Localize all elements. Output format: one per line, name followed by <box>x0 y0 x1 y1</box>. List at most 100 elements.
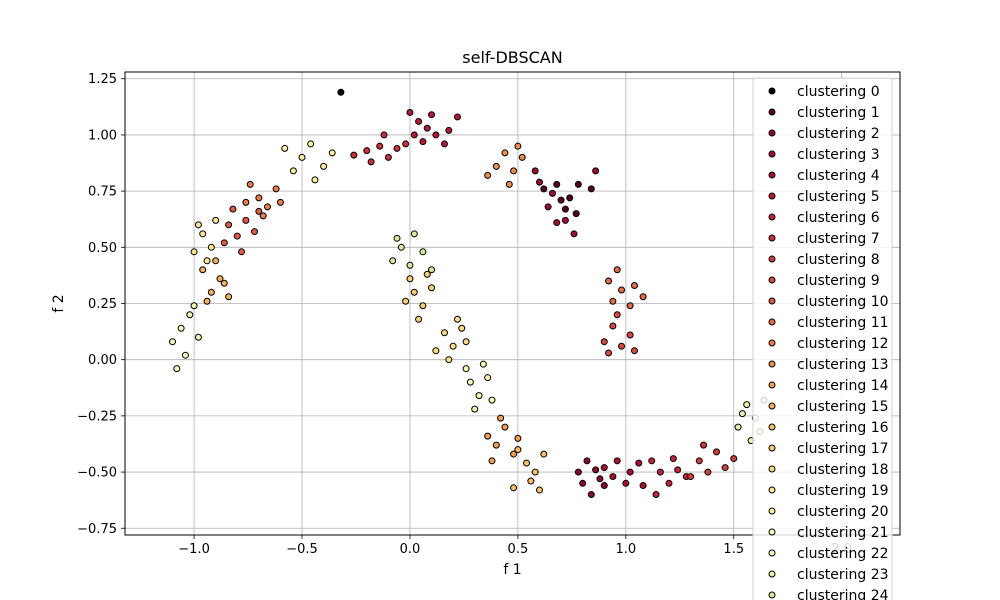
data-point <box>203 297 211 305</box>
data-point <box>406 108 414 116</box>
y-tick-label: 1.25 <box>88 72 117 87</box>
data-point <box>453 315 461 323</box>
data-point <box>199 266 207 274</box>
data-point <box>622 479 630 487</box>
legend-marker <box>768 192 776 200</box>
legend-marker <box>768 381 776 389</box>
data-point <box>600 338 608 346</box>
data-point <box>540 450 548 458</box>
data-point <box>255 207 263 215</box>
data-point <box>251 228 259 236</box>
data-point <box>510 450 518 458</box>
data-point <box>423 124 431 132</box>
data-point <box>220 279 228 287</box>
data-point <box>402 140 410 148</box>
legend-marker <box>768 402 776 410</box>
data-point <box>220 239 228 247</box>
data-point <box>639 482 647 490</box>
data-point <box>484 171 492 179</box>
data-point <box>609 473 617 481</box>
legend-box <box>752 77 893 600</box>
data-point <box>173 365 181 373</box>
data-point <box>579 479 587 487</box>
data-point <box>272 185 280 193</box>
x-tick-label: 1.5 <box>723 542 744 557</box>
data-point <box>225 293 233 301</box>
data-point <box>376 142 384 150</box>
data-point <box>177 324 185 332</box>
data-point <box>423 270 431 278</box>
data-point <box>276 198 284 206</box>
data-point <box>186 311 194 319</box>
data-point <box>190 302 198 310</box>
data-point <box>630 282 638 290</box>
data-point <box>626 302 634 310</box>
data-point <box>462 365 470 373</box>
legend-label: clustering 21 <box>797 525 889 541</box>
y-axis-label: f 2 <box>51 294 67 312</box>
data-point <box>466 378 474 386</box>
legend-label: clustering 22 <box>797 546 889 562</box>
data-point <box>669 455 677 463</box>
data-point <box>298 153 306 161</box>
data-point <box>523 459 531 467</box>
data-point <box>652 491 660 499</box>
data-point <box>572 210 580 218</box>
data-point <box>531 468 539 476</box>
data-point <box>570 230 578 238</box>
data-point <box>225 221 233 229</box>
data-point <box>406 275 414 283</box>
data-point <box>168 338 176 346</box>
data-point <box>574 468 582 476</box>
y-tick-label: 0.25 <box>88 297 117 312</box>
data-point <box>600 482 608 490</box>
data-point <box>544 203 552 211</box>
data-point <box>428 284 436 292</box>
legend-marker <box>768 360 776 368</box>
data-point <box>505 180 513 188</box>
legend-marker <box>768 465 776 473</box>
legend-marker <box>768 486 776 494</box>
data-point <box>410 131 418 139</box>
y-tick-label: 1.00 <box>88 128 117 143</box>
data-point <box>350 151 358 159</box>
legend-label: clustering 6 <box>797 210 880 226</box>
data-point <box>605 277 613 285</box>
data-point <box>600 464 608 472</box>
chart-title: self-DBSCAN <box>462 48 562 67</box>
data-point <box>501 149 509 157</box>
x-tick-label: −1.0 <box>178 542 210 557</box>
legend-marker <box>768 570 776 578</box>
legend-marker <box>768 276 776 284</box>
data-point <box>445 126 453 134</box>
legend: clustering 0 clustering 1 clustering 2 clus… <box>752 77 893 600</box>
data-point <box>587 185 595 193</box>
data-point <box>363 147 371 155</box>
data-point <box>419 248 427 256</box>
data-point <box>367 158 375 166</box>
legend-label: clustering 8 <box>797 252 880 268</box>
data-point <box>181 351 189 359</box>
data-point <box>233 232 241 240</box>
data-point <box>393 234 401 242</box>
data-point <box>605 349 613 357</box>
data-point <box>320 162 328 170</box>
legend-marker <box>768 255 776 263</box>
data-point <box>410 288 418 296</box>
data-point <box>484 374 492 382</box>
data-point <box>203 257 211 265</box>
data-point <box>440 140 448 148</box>
data-point <box>618 286 626 294</box>
data-point <box>592 167 600 175</box>
data-point <box>730 455 738 463</box>
data-point <box>453 113 461 121</box>
legend-label: clustering 7 <box>797 231 880 247</box>
legend-marker <box>768 507 776 515</box>
data-point <box>389 257 397 265</box>
y-tick-label: −0.25 <box>77 409 117 424</box>
data-point <box>574 180 582 188</box>
x-axis-label: f 1 <box>503 562 521 578</box>
data-point <box>488 457 496 465</box>
data-point <box>410 230 418 238</box>
